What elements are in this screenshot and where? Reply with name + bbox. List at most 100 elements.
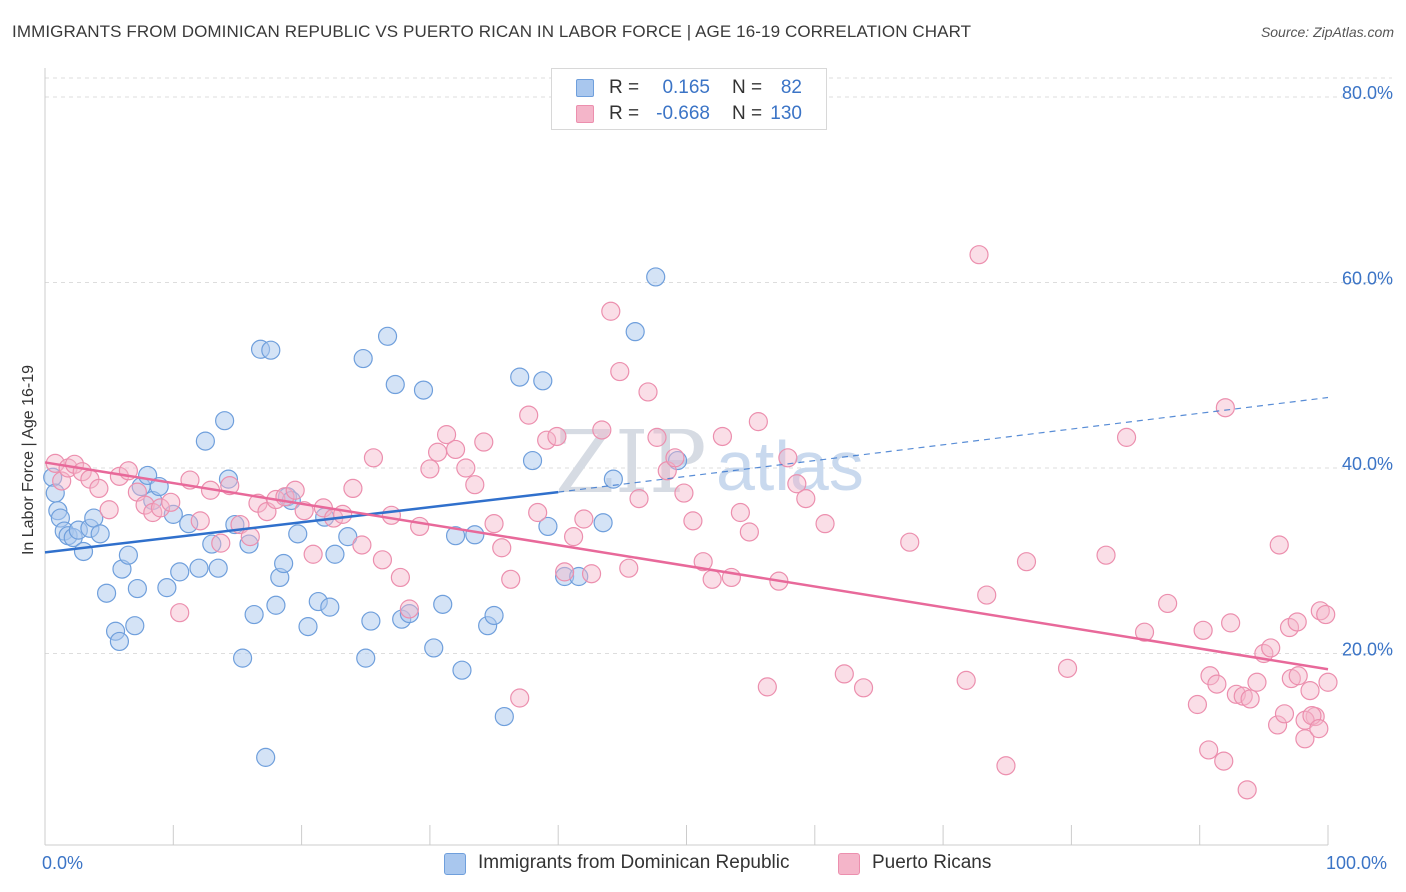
series-puerto-rican-points <box>45 245 1338 800</box>
data-point-dominican <box>325 544 345 564</box>
data-point-dominican <box>170 562 190 582</box>
data-point-puerto-rican <box>619 558 639 578</box>
data-point-puerto-rican <box>99 500 119 520</box>
legend-r-value: -0.668 <box>656 103 710 124</box>
data-point-dominican <box>266 595 286 615</box>
legend-row-dominican: R = 0.165 N = 82 <box>552 75 826 101</box>
data-point-puerto-rican <box>352 535 372 555</box>
data-point-dominican <box>356 648 376 668</box>
correlation-legend: R = 0.165 N = 82 R = -0.668 N = 130 <box>551 68 827 130</box>
data-point-dominican <box>298 617 318 637</box>
data-point-puerto-rican <box>333 504 353 524</box>
data-point-dominican <box>538 516 558 537</box>
data-point-puerto-rican <box>363 448 384 468</box>
data-point-puerto-rican <box>796 489 816 509</box>
data-point-dominican <box>593 513 613 533</box>
data-point-dominican <box>385 374 405 395</box>
data-point-puerto-rican <box>574 509 594 529</box>
data-point-puerto-rican <box>815 514 835 534</box>
data-point-puerto-rican <box>445 439 466 460</box>
axes <box>44 68 1329 846</box>
data-point-puerto-rican <box>1187 694 1208 715</box>
data-point-puerto-rican <box>372 550 393 570</box>
data-point-puerto-rican <box>853 678 874 698</box>
data-point-puerto-rican <box>1274 704 1295 724</box>
legend-r-value: 0.165 <box>662 77 710 98</box>
data-point-dominican <box>646 267 666 287</box>
data-point-dominican <box>118 545 138 565</box>
data-point-puerto-rican <box>1288 666 1308 686</box>
data-point-puerto-rican <box>492 538 512 558</box>
data-point-dominican <box>413 380 434 400</box>
data-point-puerto-rican <box>1310 601 1330 621</box>
data-point-dominican <box>96 583 117 603</box>
data-point-puerto-rican <box>1016 552 1037 572</box>
grid-lines <box>45 77 1392 654</box>
trend-line-puerto-rican <box>44 461 1329 671</box>
data-point-dominican <box>261 340 281 360</box>
data-point-puerto-rican <box>89 478 109 499</box>
data-point-puerto-rican <box>748 412 768 432</box>
data-point-puerto-rican <box>1300 680 1320 701</box>
data-point-puerto-rican <box>1269 535 1289 555</box>
data-point-puerto-rican <box>1215 398 1235 418</box>
data-point-puerto-rican <box>303 544 323 564</box>
bottom-legend-label: Puerto Ricans <box>872 852 992 873</box>
y-tick-label: 80.0% <box>1342 83 1393 103</box>
data-point-puerto-rican <box>1199 740 1219 760</box>
data-point-puerto-rican <box>170 603 190 623</box>
data-point-puerto-rican <box>1221 613 1241 633</box>
data-point-dominican <box>603 469 623 489</box>
data-point-puerto-rican <box>610 361 630 382</box>
data-point-puerto-rican <box>381 505 402 525</box>
data-point-dominican <box>433 594 453 614</box>
data-point-puerto-rican <box>629 489 649 509</box>
data-point-puerto-rican <box>484 514 504 534</box>
data-point-dominican <box>195 431 215 451</box>
data-point-puerto-rican <box>436 425 457 445</box>
data-point-dominican <box>274 553 294 574</box>
data-point-dominican <box>484 605 504 626</box>
data-point-dominican <box>452 660 472 680</box>
data-point-dominican <box>625 322 645 342</box>
trend-line-dominican-extension <box>558 396 1329 493</box>
x-tick-max: 100.0% <box>1326 853 1388 873</box>
data-point-puerto-rican <box>150 498 171 518</box>
data-point-puerto-rican <box>240 527 260 547</box>
data-point-dominican <box>445 526 466 546</box>
legend-n-value: 130 <box>770 103 802 124</box>
data-point-puerto-rican <box>757 677 777 697</box>
data-point-dominican <box>239 534 259 554</box>
data-point-dominican <box>232 648 253 668</box>
data-point-dominican <box>361 611 381 631</box>
data-point-puerto-rican <box>739 522 759 542</box>
data-point-puerto-rican <box>693 552 713 572</box>
data-point-dominican <box>73 541 94 562</box>
data-point-puerto-rican <box>1116 427 1137 447</box>
data-point-dominican <box>179 514 199 534</box>
legend-n-value: 82 <box>780 77 802 98</box>
legend-row-puerto-rican: R = -0.668 N = 130 <box>552 101 826 127</box>
data-point-dominican <box>424 638 444 658</box>
data-point-puerto-rican <box>501 569 521 589</box>
y-tick-label: 60.0% <box>1342 269 1393 289</box>
data-point-puerto-rican <box>285 480 305 500</box>
data-point-puerto-rican <box>190 511 210 531</box>
data-point-puerto-rican <box>420 459 440 479</box>
data-point-puerto-rican <box>1309 719 1329 739</box>
data-point-puerto-rican <box>220 476 240 496</box>
data-point-puerto-rican <box>510 688 530 708</box>
x-tick-min: 0.0% <box>42 853 84 873</box>
data-point-puerto-rican <box>161 492 181 512</box>
data-point-dominican <box>667 450 688 471</box>
data-point-puerto-rican <box>638 382 658 402</box>
chart-title: IMMIGRANTS FROM DOMINICAN REPUBLIC VS PU… <box>12 22 972 41</box>
data-point-puerto-rican <box>674 483 694 503</box>
data-point-puerto-rican <box>1237 780 1257 800</box>
data-point-puerto-rican <box>563 527 584 547</box>
data-point-puerto-rican <box>647 427 667 447</box>
bottom-legend-swatch-pink <box>838 853 860 875</box>
data-point-puerto-rican <box>1134 622 1155 642</box>
data-point-dominican <box>127 578 147 599</box>
